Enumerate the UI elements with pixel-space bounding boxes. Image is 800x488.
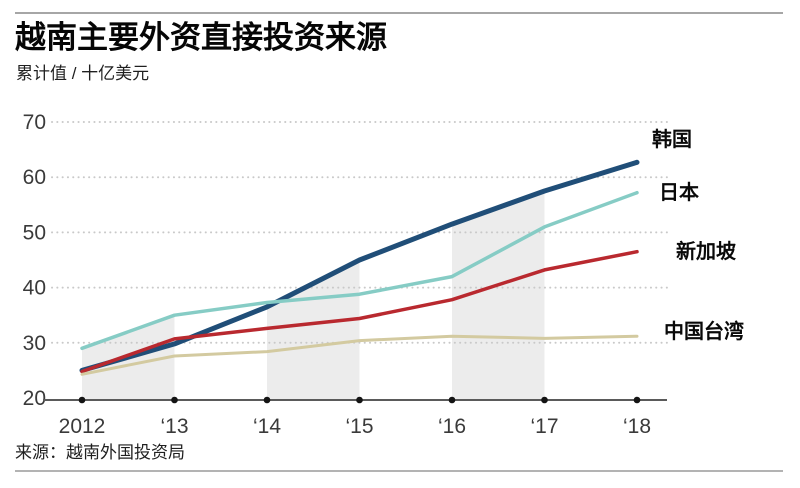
bottom-rule	[15, 470, 783, 472]
top-rule	[15, 12, 783, 14]
x-axis-tick-dot	[263, 396, 271, 404]
series-line-japan	[80, 190, 639, 351]
y-tick-label: 20	[23, 387, 46, 410]
y-tick-label: 70	[23, 111, 46, 134]
source-attribution: 来源：越南外国投资局	[15, 443, 185, 462]
series-line-singapore	[80, 249, 639, 374]
x-tick-label: 2012	[59, 415, 106, 438]
series-line-taiwan	[80, 334, 639, 376]
x-axis-tick-dot	[633, 396, 641, 404]
y-tick-label: 30	[23, 332, 46, 355]
x-tick-label: ‘15	[345, 415, 373, 438]
x-tick-label: ‘17	[530, 415, 558, 438]
x-axis-tick-dot	[171, 396, 178, 404]
y-tick-label: 60	[23, 166, 46, 189]
x-axis-tick-dot	[541, 396, 548, 404]
series-label-taiwan: 中国台湾	[664, 321, 744, 343]
x-axis-tick-dot	[78, 396, 86, 404]
chart-title: 越南主要外资直接投资来源	[15, 20, 387, 55]
x-tick-label: ‘13	[160, 415, 188, 438]
series-label-singapore: 新加坡	[676, 241, 736, 263]
y-tick-label: 50	[23, 221, 46, 244]
series-line-korea	[79, 159, 640, 373]
x-axis-tick-dot	[356, 396, 363, 404]
x-tick-label: ‘16	[438, 415, 466, 438]
x-axis-tick-dot	[448, 396, 456, 404]
y-tick-label: 40	[23, 277, 46, 300]
series-label-korea: 韩国	[652, 129, 692, 151]
x-tick-label: ‘18	[623, 415, 651, 438]
chart-units-label: 累计值 / 十亿美元	[16, 64, 150, 83]
highlight-band	[452, 191, 545, 399]
x-tick-label: ‘14	[253, 415, 281, 438]
series-label-japan: 日本	[659, 182, 699, 204]
